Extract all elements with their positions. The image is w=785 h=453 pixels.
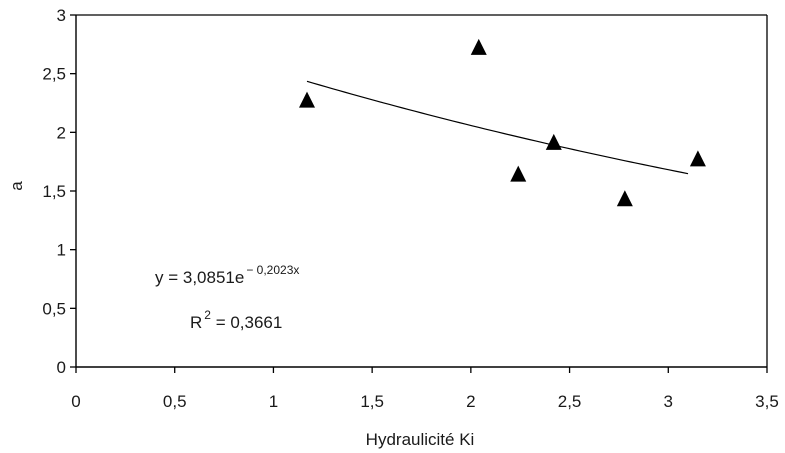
x-tick-label: 1 xyxy=(269,392,278,411)
trendline-path xyxy=(306,80,689,175)
y-axis: 0 0,5 1 1,5 2 2,5 3 xyxy=(42,6,768,377)
y-tick-label: 0 xyxy=(57,358,66,377)
trend-equation-exponent: − 0,2023x xyxy=(246,263,299,277)
data-point-triangle xyxy=(545,133,562,150)
x-tick-label: 3 xyxy=(664,392,673,411)
y-tick-label: 1,5 xyxy=(42,182,66,201)
r-squared-exponent: 2 xyxy=(204,308,211,322)
x-axis-title: Hydraulicité Ki xyxy=(366,430,475,449)
data-point-triangle xyxy=(616,190,633,207)
y-tick-label: 3 xyxy=(57,6,66,25)
x-tick-label: 2 xyxy=(466,392,475,411)
x-tick-label: 0,5 xyxy=(163,392,187,411)
r-squared-base: R xyxy=(190,313,202,332)
y-tick-label: 1 xyxy=(57,241,66,260)
data-point-triangle xyxy=(298,91,315,108)
data-point-triangle xyxy=(470,38,487,55)
y-tick-label: 2 xyxy=(57,123,66,142)
x-tick-label: 0 xyxy=(71,392,80,411)
y-tick-label: 0,5 xyxy=(42,299,66,318)
data-points xyxy=(298,38,706,207)
r-squared-value: = 0,3661 xyxy=(211,313,282,332)
y-tick-label: 2,5 xyxy=(42,65,66,84)
data-point-triangle xyxy=(510,165,527,182)
trend-equation-base: y = 3,0851e xyxy=(155,268,244,287)
x-tick-label: 2,5 xyxy=(558,392,582,411)
trend-equation: y = 3,0851e − 0,2023x xyxy=(155,263,299,287)
x-tick-label: 1,5 xyxy=(360,392,384,411)
y-axis-title: a xyxy=(7,181,26,191)
trendline xyxy=(306,80,689,175)
x-tick-label: 3,5 xyxy=(755,392,779,411)
data-point-triangle xyxy=(689,150,706,167)
x-axis: 0 0,5 1 1,5 2 2,5 3 3,5 xyxy=(71,366,779,411)
